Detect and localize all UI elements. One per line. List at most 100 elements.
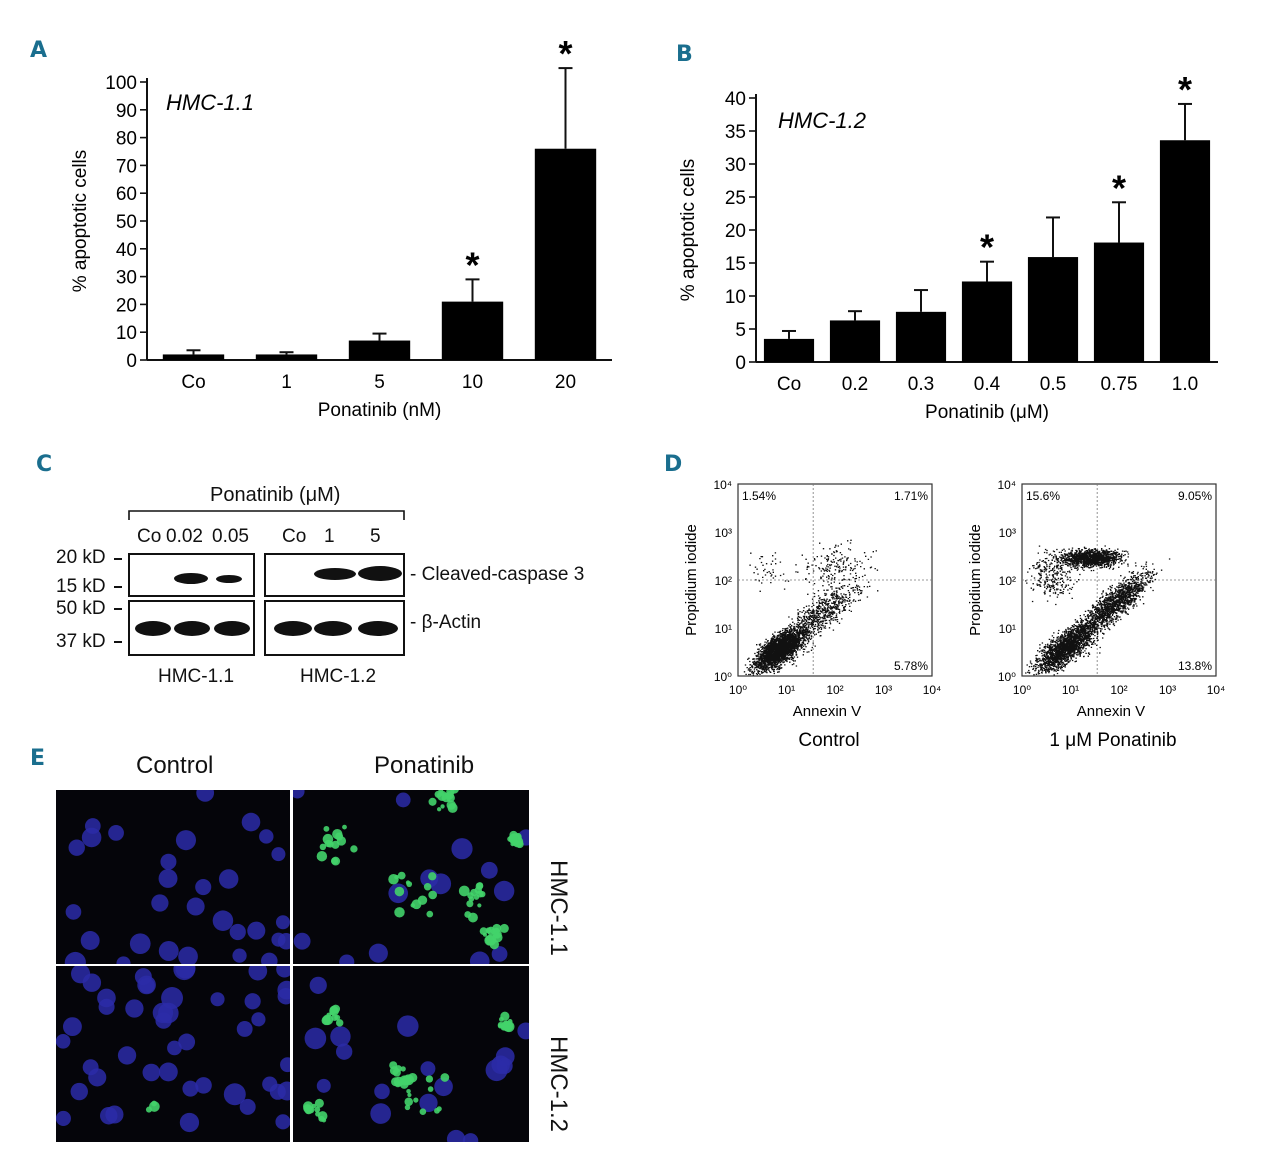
nucleus <box>469 951 490 964</box>
apoptotic-body <box>322 833 334 845</box>
nucleus <box>395 792 411 808</box>
y-tick-label: 10³ <box>715 526 732 540</box>
apoptotic-body <box>335 1019 344 1027</box>
nucleus <box>195 1077 212 1094</box>
blot-actin-hmc11 <box>128 600 255 656</box>
apoptotic-body <box>321 1015 331 1026</box>
apoptotic-body <box>501 1020 512 1031</box>
nucleus <box>186 897 205 916</box>
x-tick-label: 10⁴ <box>1207 683 1226 697</box>
micrograph-ponatinib-hmc11 <box>293 790 529 964</box>
nucleus <box>129 933 151 955</box>
event-dots <box>743 539 879 676</box>
x-axis-title: Ponatinib (nM) <box>318 400 442 421</box>
nucleus <box>158 941 179 961</box>
protein-name: β-Actin <box>421 612 482 633</box>
bar <box>1159 140 1211 362</box>
y-tick-label: 10¹ <box>715 622 732 636</box>
nucleus <box>196 790 215 802</box>
nucleus <box>330 1026 351 1047</box>
nucleus <box>304 1027 327 1050</box>
nucleus <box>84 818 101 834</box>
nucleus <box>309 976 327 994</box>
chart-title: HMC-1.2 <box>778 108 866 133</box>
quadrant-value-upper-left: 15.6% <box>1026 489 1060 503</box>
nucleus <box>160 853 177 870</box>
nucleus <box>232 948 247 963</box>
mw-marker: 37 kD <box>56 631 106 652</box>
nucleus <box>56 1110 71 1127</box>
apoptotic-body <box>419 1108 427 1116</box>
nucleus <box>262 1076 278 1092</box>
apoptotic-body <box>428 890 438 900</box>
nucleus <box>210 992 225 1007</box>
x-tick-label: 0.5 <box>1040 374 1066 395</box>
nucleus <box>125 999 144 1018</box>
apoptotic-body <box>428 872 437 881</box>
nucleus <box>65 904 82 920</box>
nucleus <box>134 968 152 986</box>
significance-marker: * <box>465 244 479 285</box>
y-tick-label: 10² <box>999 574 1016 588</box>
y-tick-label: 10 <box>725 287 746 308</box>
nucleus <box>241 812 261 832</box>
bar <box>255 354 318 360</box>
nucleus <box>293 932 311 950</box>
nucleus <box>420 1061 436 1077</box>
y-tick-label: 0 <box>735 353 746 374</box>
y-tick-label: 20 <box>116 295 137 316</box>
significance-marker: * <box>1112 167 1126 208</box>
significance-marker: * <box>558 33 572 74</box>
quadrant-value-upper-right: 1.71% <box>894 489 928 503</box>
blot-header: Ponatinib (μM) <box>210 484 341 506</box>
bar <box>534 148 597 360</box>
y-tick-label: 40 <box>725 89 746 110</box>
y-axis-title: % apoptotic cells <box>70 150 91 293</box>
y-tick-label: 40 <box>116 240 137 261</box>
nucleus <box>293 790 305 799</box>
apoptotic-body <box>479 927 488 936</box>
nucleus <box>64 951 86 964</box>
x-tick-label: 10³ <box>875 683 892 697</box>
x-tick-label: 1 <box>281 372 292 393</box>
nucleus <box>434 1077 453 1097</box>
x-tick-label: 10⁴ <box>923 683 942 697</box>
apoptotic-body <box>400 1066 406 1072</box>
y-axis-title: Propidium iodide <box>683 524 700 636</box>
nucleus <box>451 838 473 860</box>
nucleus <box>316 1078 331 1093</box>
apoptotic-body <box>499 923 509 933</box>
y-tick-label: 15 <box>725 254 746 275</box>
apoptotic-body <box>423 883 432 891</box>
apoptotic-body <box>413 1097 419 1103</box>
nucleus <box>251 1012 266 1027</box>
nucleus <box>259 829 274 844</box>
bar <box>162 354 225 360</box>
quadrant-value-lower-right: 5.78% <box>894 659 928 673</box>
cell-line-label: HMC-1.2 <box>300 666 377 687</box>
panel-label-d: D <box>664 452 683 477</box>
nucleus <box>446 1129 466 1142</box>
event-dots <box>1025 545 1171 676</box>
panel-label-b: B <box>676 42 693 67</box>
significance-marker: * <box>1178 69 1192 110</box>
plot-caption: Control <box>798 730 859 751</box>
y-tick-label: 20 <box>725 221 746 242</box>
micrograph-control-hmc12 <box>56 966 290 1142</box>
chart-title: HMC-1.1 <box>166 90 254 115</box>
nucleus <box>158 1062 178 1082</box>
apoptotic-body <box>428 797 437 806</box>
y-tick-label: 70 <box>116 156 137 177</box>
nucleus <box>179 1112 200 1133</box>
bar <box>763 338 815 362</box>
nucleus <box>280 1057 290 1073</box>
apoptotic-body <box>316 850 328 862</box>
blot-caspase-hmc11 <box>128 553 255 597</box>
apoptotic-body <box>447 802 458 813</box>
column-label-ponatinib: Ponatinib <box>374 752 475 779</box>
y-tick-label: 0 <box>126 351 137 372</box>
apoptotic-body <box>397 871 406 880</box>
nucleus <box>480 861 498 879</box>
apoptotic-body <box>464 911 472 918</box>
nucleus <box>108 825 124 841</box>
